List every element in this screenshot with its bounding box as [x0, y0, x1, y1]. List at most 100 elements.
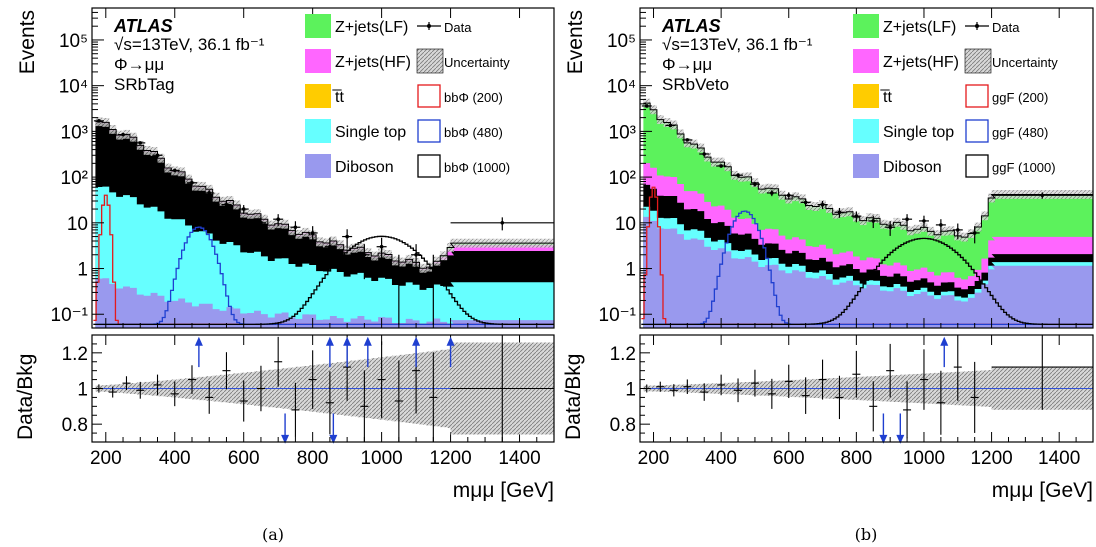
- legend-entry: bbΦ (1000): [417, 154, 510, 178]
- data-point: [851, 211, 862, 223]
- data-marker: [753, 182, 757, 186]
- legend-label: ggF (200): [992, 90, 1048, 105]
- data-point: [885, 221, 896, 236]
- legend-entry: Z+jets(HF): [853, 49, 959, 73]
- x-tick-label: 1400: [1038, 448, 1080, 469]
- stack-diboson: [95, 278, 554, 328]
- legend-swatch: [853, 84, 879, 108]
- background-stack: [93, 117, 554, 328]
- data-marker: [685, 138, 690, 142]
- legend-label: bbΦ (1000): [444, 160, 510, 175]
- x-tick-label: 1400: [498, 448, 540, 469]
- x-tick-label: 1000: [360, 448, 402, 469]
- legend-entry: ggF (200): [965, 84, 1048, 108]
- stack-diboson: [643, 216, 1093, 328]
- data-point: [868, 215, 879, 229]
- x-tick-label: 800: [297, 448, 329, 469]
- y-tick-label: 10⁵: [607, 31, 636, 52]
- data-marker: [259, 221, 263, 225]
- data-marker: [345, 234, 349, 239]
- data-marker: [644, 104, 649, 108]
- x-axis-label: mμμ [GeV]: [453, 479, 554, 502]
- signal-2-histogram: [93, 235, 554, 326]
- legend-entry: bbΦ (200): [417, 84, 503, 108]
- legend-entry: t̅t: [853, 84, 892, 108]
- data-point: [135, 141, 146, 145]
- ratio-up-arrow-head: [194, 336, 203, 346]
- data-point: [766, 190, 777, 197]
- legend-swatch: [305, 84, 331, 108]
- legend-label: Data: [992, 20, 1020, 35]
- experiment-label: ATLAS: [113, 16, 173, 36]
- data-marker: [293, 225, 298, 230]
- data-point: [800, 198, 811, 207]
- legend-label: Diboson: [335, 159, 394, 176]
- data-point: [359, 244, 370, 280]
- y-tick-label: 1: [77, 260, 88, 281]
- ratio-plot: [92, 335, 554, 442]
- y-tick-label: 10: [615, 214, 636, 235]
- ratio-up-arrow-head: [446, 336, 455, 346]
- data-point: [952, 223, 963, 240]
- legend-entry: Single top: [853, 119, 954, 143]
- data-point: [238, 205, 249, 215]
- x-tick-label: 1200: [970, 448, 1012, 469]
- legend-swatch: [417, 84, 441, 108]
- data-marker: [224, 202, 229, 207]
- x-tick-label: 400: [705, 448, 737, 469]
- y-tick-label: 10⁻¹: [51, 305, 89, 326]
- panel-b: 10⁻¹ 1 10 10² 10³ 10⁴ 10⁵ 200 400 600 800 1000 1200 1…: [562, 7, 1094, 544]
- legend-label: Diboson: [883, 159, 942, 176]
- data-marker: [719, 164, 723, 168]
- data-marker: [155, 153, 160, 158]
- ratio-up-arrow-head: [363, 336, 372, 346]
- legend-entry: t̅t: [305, 84, 344, 108]
- y-tick-label: 10³: [609, 122, 636, 143]
- ratio-up-arrow-head: [343, 336, 352, 346]
- data-point: [324, 237, 335, 264]
- x-tick-label: 1200: [429, 448, 471, 469]
- data-marker: [500, 221, 505, 225]
- data-marker: [702, 152, 707, 156]
- energy-label: √s=13TeV, 36.1 fb⁻¹: [662, 35, 813, 54]
- legend-swatch: [853, 14, 879, 38]
- data-point: [699, 152, 710, 156]
- legend-swatch: [305, 49, 331, 73]
- legend-swatch: [305, 119, 331, 143]
- legend-entry: Data: [965, 20, 1020, 35]
- data-point: [665, 123, 676, 128]
- legend-label: Single top: [883, 124, 954, 141]
- ratio-up-arrow-head: [940, 336, 949, 346]
- signal-2-histogram: [641, 237, 1093, 326]
- x-tick-label: 800: [841, 448, 873, 469]
- data-marker: [362, 252, 367, 257]
- data-point: [118, 132, 129, 137]
- ratio-y-tick-label: 1: [625, 380, 636, 401]
- panel-a: 10⁻¹ 1 10 10² 10³ 10⁴ 10⁵ 200 400 600 800 1000 1200 1…: [14, 7, 555, 544]
- panel-caption: (a): [262, 525, 284, 544]
- y-tick-label: 10⁴: [59, 77, 88, 98]
- data-point: [716, 164, 727, 168]
- data-marker: [241, 207, 246, 211]
- data-point: [918, 215, 929, 229]
- data-point: [393, 254, 404, 325]
- y-tick-label: 10⁵: [59, 31, 88, 52]
- region-label: SRbTag: [114, 75, 174, 94]
- data-marker: [736, 173, 740, 178]
- legend-entry: ggF (480): [965, 119, 1048, 143]
- data-marker: [871, 219, 876, 223]
- region-label: SRbVeto: [662, 75, 729, 94]
- data-point: [342, 229, 353, 249]
- stack-single-top: [95, 186, 554, 328]
- legend-label: Z+jets(LF): [335, 19, 408, 36]
- y-tick-label: 10⁻¹: [599, 305, 637, 326]
- data-point: [186, 180, 197, 186]
- ratio-y-axis-label: Data/Bkg: [14, 354, 37, 440]
- data-point: [204, 190, 215, 197]
- data-marker: [414, 252, 418, 257]
- x-tick-label: 200: [90, 448, 122, 469]
- data-marker: [121, 132, 125, 137]
- data-point: [428, 254, 439, 325]
- y-tick-label: 1: [625, 260, 636, 281]
- data-point: [991, 192, 1093, 199]
